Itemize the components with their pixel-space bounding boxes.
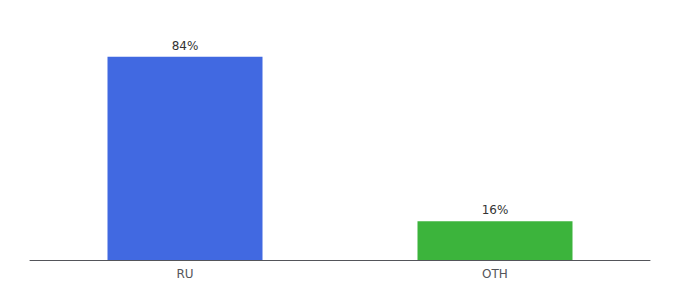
svg-text:84%: 84% xyxy=(172,39,199,53)
svg-text:RU: RU xyxy=(176,267,193,281)
svg-text:OTH: OTH xyxy=(482,267,508,281)
svg-text:16%: 16% xyxy=(482,203,509,217)
